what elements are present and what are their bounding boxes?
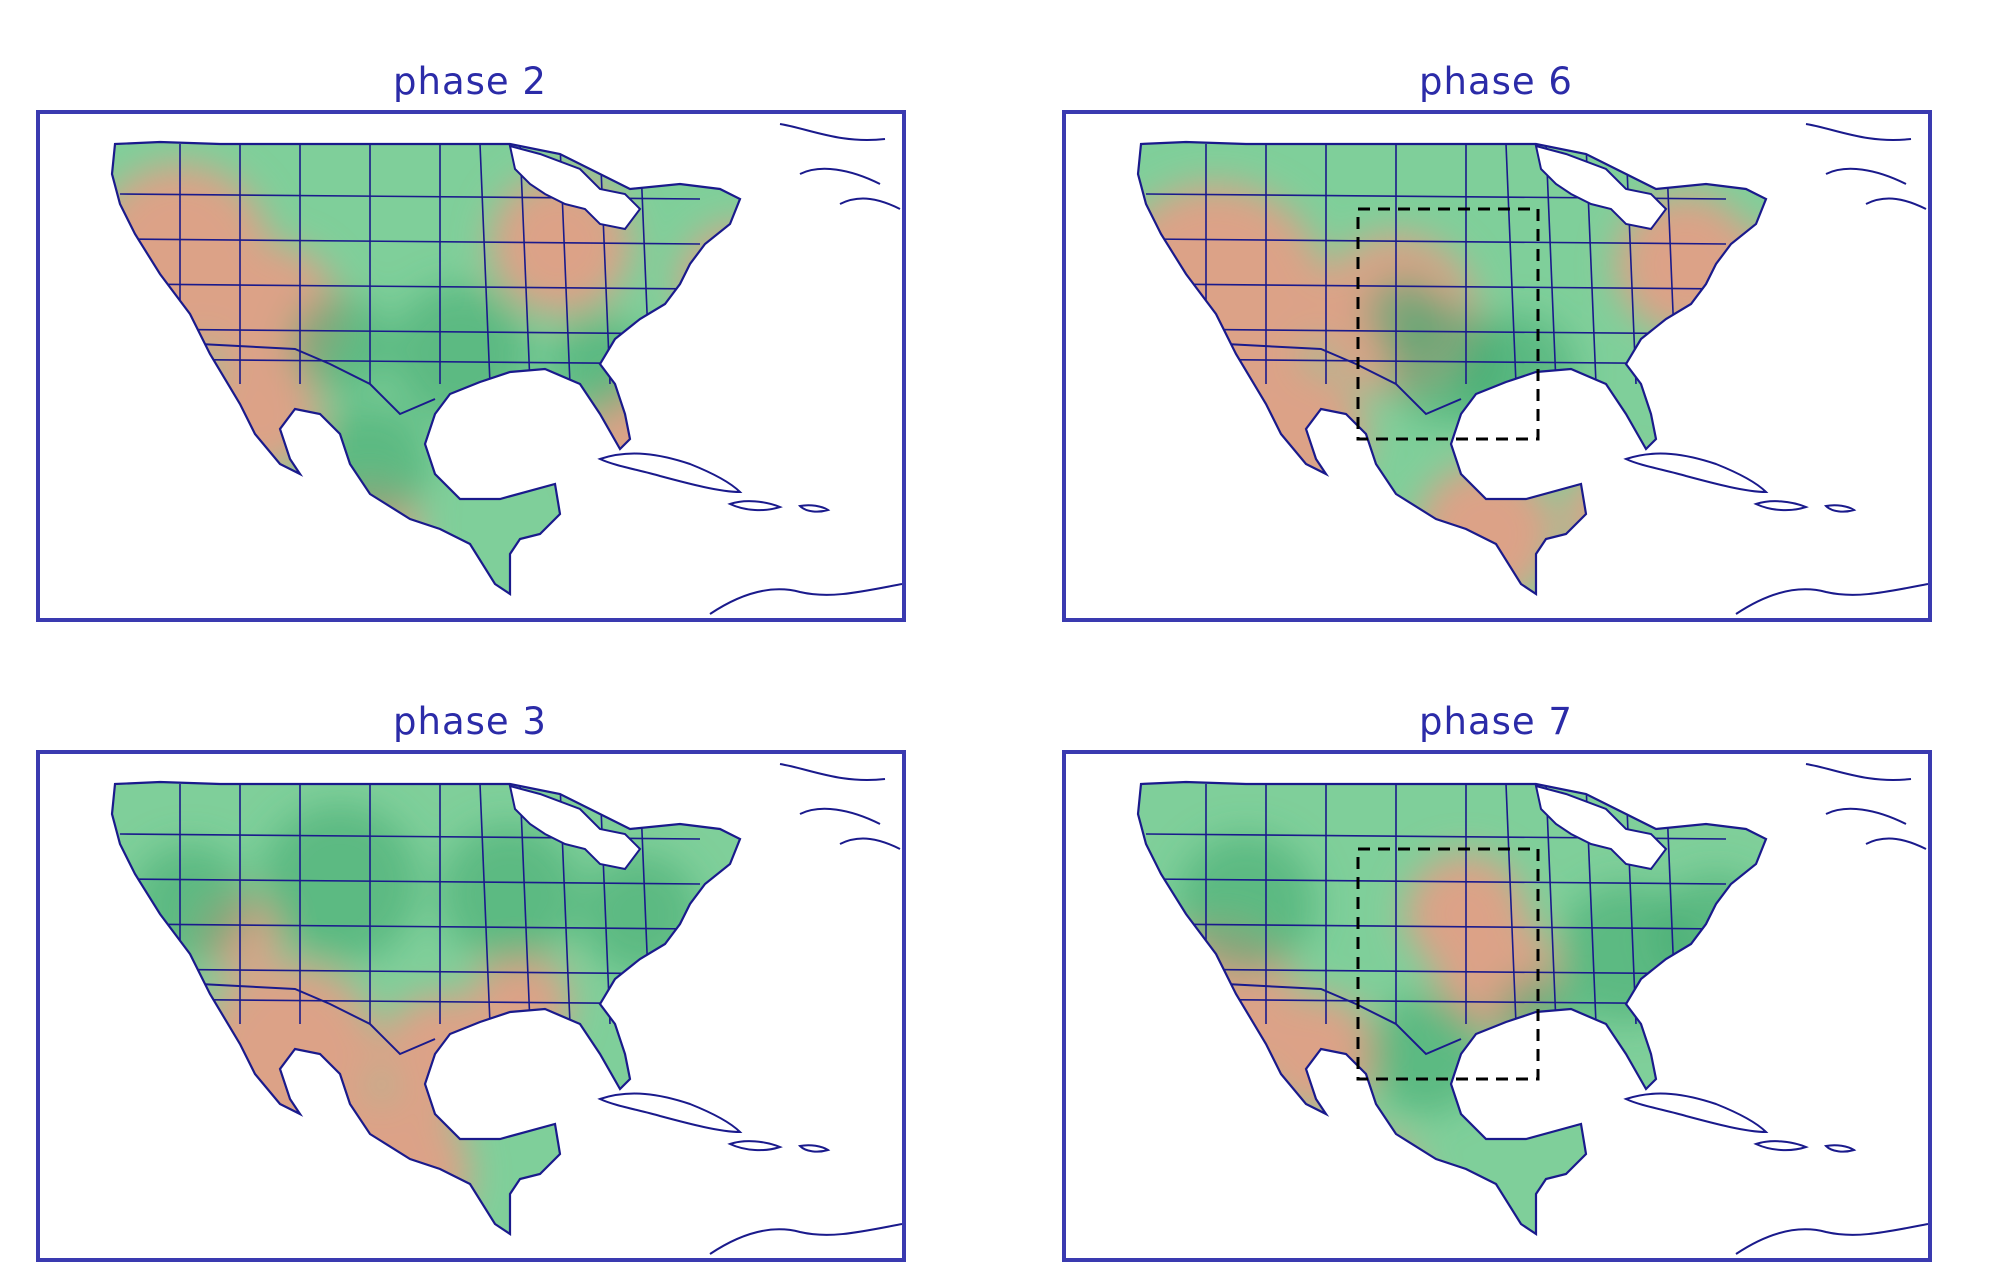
wet-anomaly <box>1366 274 1446 354</box>
island-outline <box>597 452 743 494</box>
dry-anomaly <box>1306 1134 1426 1234</box>
map-svg <box>110 763 902 1255</box>
panel-title: phase 2 <box>393 60 547 103</box>
island-outline <box>797 1144 831 1153</box>
south-america-coast <box>1735 583 1928 615</box>
great-lakes <box>1534 144 1668 231</box>
panel-phase-2: phase 2 <box>36 60 906 622</box>
panel-title: phase 3 <box>393 700 547 743</box>
canada-coast <box>779 763 901 850</box>
canada-coast <box>1805 123 1927 210</box>
dry-anomaly <box>1226 364 1366 504</box>
south-america-coast <box>1735 1223 1928 1255</box>
island-outline <box>727 1140 783 1152</box>
wet-anomaly <box>580 854 700 974</box>
map-frame <box>1062 750 1932 1262</box>
wet-anomaly <box>1496 974 1576 1054</box>
dry-anomaly <box>1566 464 1666 564</box>
south-america-coast <box>709 583 902 615</box>
island-outline <box>1753 1140 1809 1152</box>
panel-phase-6: phase 6 <box>1062 60 1932 622</box>
island-outline <box>797 504 831 513</box>
island-outline <box>597 1092 743 1134</box>
dry-anomaly <box>112 314 200 414</box>
map-frame <box>36 110 906 622</box>
island-outline <box>1623 452 1769 494</box>
wet-anomaly <box>290 294 390 394</box>
map-svg <box>110 123 902 615</box>
dry-anomaly <box>680 224 740 344</box>
map-frame <box>36 750 906 1262</box>
great-lakes <box>508 784 642 871</box>
state-borders <box>1145 783 1727 1056</box>
land-fill <box>1138 142 1766 594</box>
analysis-region-box <box>1356 207 1540 441</box>
canada-coast <box>779 123 901 210</box>
coastline <box>110 140 742 597</box>
map-svg <box>1136 123 1928 615</box>
wet-anomaly <box>130 844 250 964</box>
analysis-region-box <box>1356 847 1540 1081</box>
wet-anomaly <box>390 284 530 424</box>
island-outline <box>727 500 783 512</box>
wet-anomaly <box>1656 874 1766 994</box>
coastline <box>1136 780 1768 1237</box>
south-america-coast <box>709 1223 902 1255</box>
dry-anomaly <box>470 954 570 1054</box>
map-frame <box>1062 110 1932 622</box>
canada-coast <box>1805 763 1927 850</box>
island-outline <box>1753 500 1809 512</box>
land-fill <box>112 782 740 1234</box>
island-outline <box>1823 1144 1857 1153</box>
great-lakes <box>508 144 642 231</box>
wet-anomaly <box>260 804 420 964</box>
great-lakes <box>1534 784 1668 871</box>
land-fill <box>1138 782 1766 1234</box>
wet-anomaly <box>1176 834 1316 974</box>
dry-anomaly <box>310 1094 470 1234</box>
map-svg <box>1136 763 1928 1255</box>
coastline <box>110 780 742 1237</box>
land-fill <box>112 142 740 594</box>
wet-anomaly <box>440 824 580 964</box>
panel-phase-7: phase 7 <box>1062 700 1932 1262</box>
island-outline <box>1623 1092 1769 1134</box>
panel-title: phase 7 <box>1419 700 1573 743</box>
coastline <box>1136 140 1768 597</box>
island-outline <box>1823 504 1857 513</box>
panel-phase-3: phase 3 <box>36 700 906 1262</box>
panel-title: phase 6 <box>1419 60 1573 103</box>
